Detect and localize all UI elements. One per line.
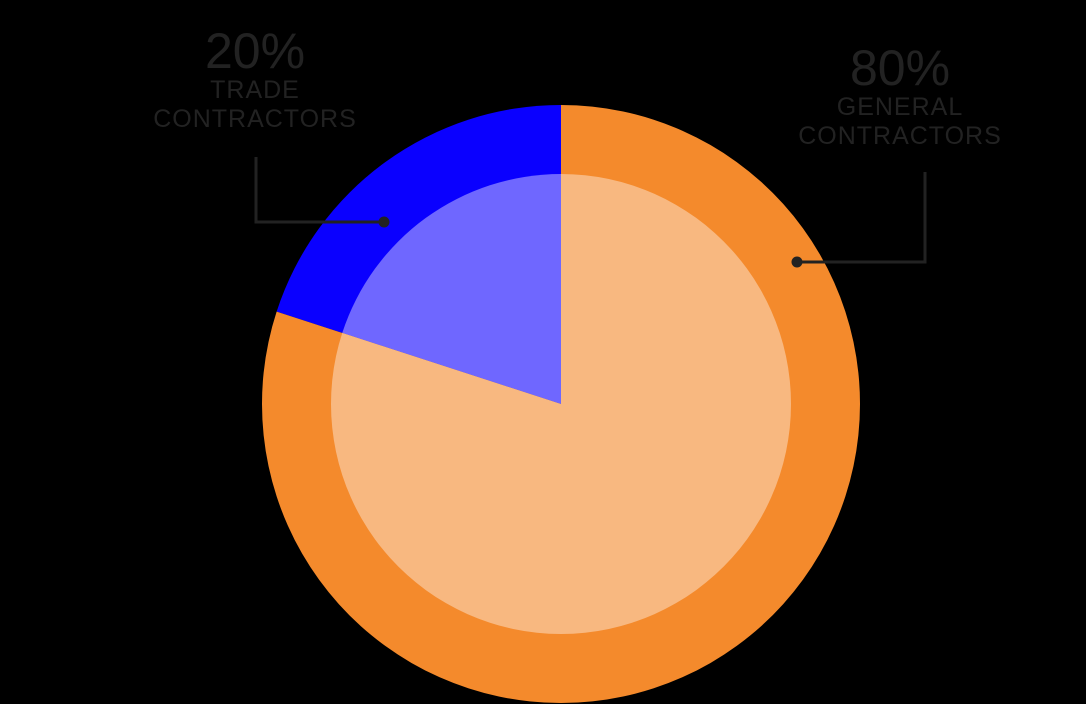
general-slice-inner xyxy=(330,174,791,634)
general-percent: 80% xyxy=(849,40,951,96)
pie-slices xyxy=(262,105,860,703)
general-category-line1: GENERAL xyxy=(836,93,964,121)
trade-slice-inner xyxy=(342,174,561,404)
trade-percent: 20% xyxy=(204,23,306,79)
general-category-line2: CONTRACTORS xyxy=(798,122,1002,150)
general-leader-line xyxy=(791,172,927,268)
trade-category-line2: CONTRACTORS xyxy=(153,105,357,133)
trade-contractors-label: 20% TRADE CONTRACTORS xyxy=(130,26,380,134)
trade-leader-line xyxy=(254,157,390,228)
trade-category-line1: TRADE xyxy=(210,76,300,104)
general-contractors-label: 80% GENERAL CONTRACTORS xyxy=(775,43,1025,151)
